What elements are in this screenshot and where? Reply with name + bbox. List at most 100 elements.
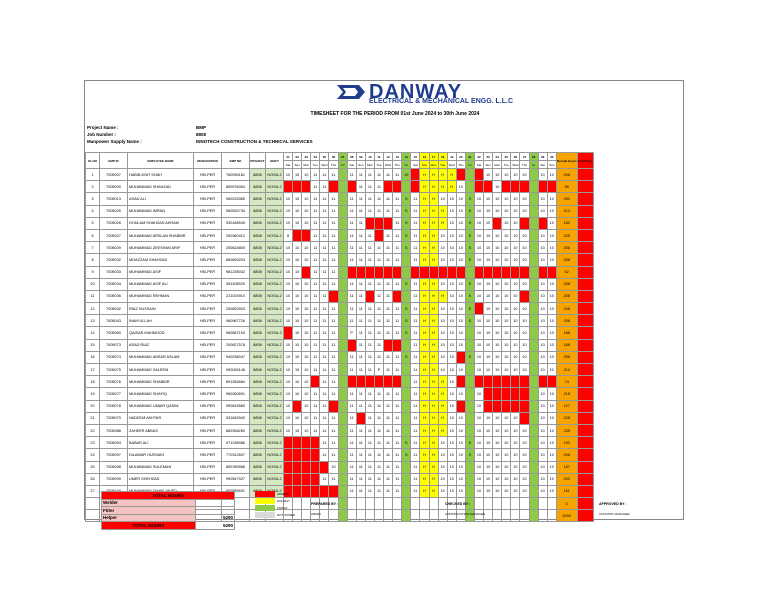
day-cell: 11 <box>373 253 385 267</box>
column-header: EMP NO <box>221 152 250 169</box>
cell-sl: 9 <box>85 265 100 279</box>
day-cell: 10 <box>446 399 457 413</box>
day-cell: 10 <box>537 204 548 218</box>
legend-text: ABSENT <box>277 492 290 496</box>
day-cell: 11 <box>392 387 403 401</box>
day-cell: 10 <box>483 411 494 425</box>
weekday-header: Sat <box>473 160 485 169</box>
day-cell: 11 <box>319 289 330 304</box>
day-cell: 11 <box>364 448 375 462</box>
day-cell: 11 <box>310 277 321 291</box>
cell-proj: 8808 <box>249 448 266 462</box>
cell-id: 7005032 <box>99 253 128 267</box>
day-cell <box>455 375 466 389</box>
day-cell: 10 <box>455 362 466 377</box>
day-cell <box>492 265 503 279</box>
cell-name: MUHAMMAD ARSLAN SHABBIR <box>127 228 194 243</box>
day-cell: 10 <box>282 399 294 413</box>
day-cell: 10 <box>492 228 503 243</box>
blank-cell <box>519 497 530 511</box>
day-cell: 11 <box>364 241 375 255</box>
day-cell: 11 <box>328 167 339 182</box>
day-cell: H <box>419 314 430 328</box>
cell-no: 971238986 <box>221 436 250 450</box>
day-cell: 10 <box>501 436 512 450</box>
cell-name: UMER SHEHZAD <box>127 472 194 486</box>
day-cell: H <box>428 375 439 389</box>
prepared-by-label: PREPARED BY : <box>311 502 339 506</box>
day-cell: 10 <box>328 460 339 474</box>
day-cell: H <box>419 423 430 438</box>
day-cell <box>337 411 348 425</box>
day-cell: 11 <box>383 302 394 316</box>
cell-id: 7005025 <box>99 204 128 218</box>
day-cell: 10 <box>446 460 457 474</box>
day-cell: H <box>419 302 430 316</box>
weekday-header: Tue <box>501 160 512 169</box>
day-cell: 10 <box>282 167 294 182</box>
day-cell: 10 <box>537 241 548 255</box>
day-cell: 10 <box>446 289 457 304</box>
day-cell <box>528 338 539 352</box>
day-cell: 10 <box>492 192 503 206</box>
cell-id: 7005029 <box>99 241 128 255</box>
day-cell: 10 <box>446 277 457 291</box>
day-cell <box>537 216 548 230</box>
total-header: Normal Hours <box>555 152 578 169</box>
day-cell: 10 <box>455 289 466 304</box>
blank-cell <box>510 497 521 511</box>
day-cell: H <box>419 192 430 206</box>
day-cell <box>328 484 339 499</box>
day-cell: 11 <box>373 314 385 328</box>
day-cell: 10 <box>455 387 466 401</box>
cell-id: 7005073 <box>99 338 128 352</box>
day-cell: 11 <box>319 180 330 194</box>
blank-cell <box>282 509 294 523</box>
total-days-cell <box>576 436 594 450</box>
day-cell: 11 <box>364 362 375 377</box>
day-cell: 11 <box>328 302 339 316</box>
day-cell: 10 <box>446 448 457 462</box>
cell-proj: 8808 <box>249 192 266 206</box>
day-cell: S <box>464 314 475 328</box>
day-cell <box>473 265 485 279</box>
day-cell <box>546 265 557 279</box>
day-cell: 11 <box>355 472 366 486</box>
day-cell: 11 <box>373 180 385 194</box>
day-cell: S <box>464 436 475 450</box>
day-cell: 10 <box>546 399 557 413</box>
day-cell: 10 <box>492 350 503 365</box>
day-cell: H <box>437 167 448 182</box>
normal-hours-cell: 260 <box>555 192 578 206</box>
day-cell: 11 <box>328 192 339 206</box>
cell-name: ASAD RIAZ <box>127 338 194 352</box>
table-row: 3 7005013 ASAD ALI HELPER 960233385 8808 NOSA-… <box>85 192 594 206</box>
day-cell <box>464 399 475 413</box>
day-cell: 10 <box>519 253 530 267</box>
day-cell <box>292 399 303 413</box>
day-cell: 10 <box>446 436 457 450</box>
cell-des: HELPER <box>193 314 222 328</box>
weekday-header: Fri <box>528 160 539 169</box>
cell-proj: 8808 <box>249 302 266 316</box>
total-days-cell <box>576 448 594 462</box>
blank-cell <box>85 509 100 523</box>
day-cell: 11 <box>310 350 321 365</box>
day-cell: 10 <box>501 277 512 291</box>
day-cell: 11 <box>410 423 421 438</box>
day-cell: H <box>437 411 448 425</box>
cell-id: 7005079 <box>99 411 128 425</box>
normal-hours-cell: 85 <box>555 180 578 194</box>
day-cell: H <box>419 387 430 401</box>
cell-no: 760935181 <box>221 167 250 182</box>
cell-name: MUHAMMAD UMAIR QASIM <box>127 399 194 413</box>
timesheet-table: SL NO EMP ID EMPLOYEE NAME DESIGNATION EMP N… <box>85 152 594 523</box>
normal-hours-cell: 216 <box>555 387 578 401</box>
day-cell: 11 <box>319 314 330 328</box>
day-header: 08 <box>346 152 357 161</box>
day-cell: 11 <box>328 265 339 279</box>
cell-proj: 8808 <box>249 411 266 425</box>
cell-shift: NOSA-2 <box>265 228 284 243</box>
day-header: 09 <box>355 152 366 161</box>
day-cell: 11 <box>392 423 403 438</box>
